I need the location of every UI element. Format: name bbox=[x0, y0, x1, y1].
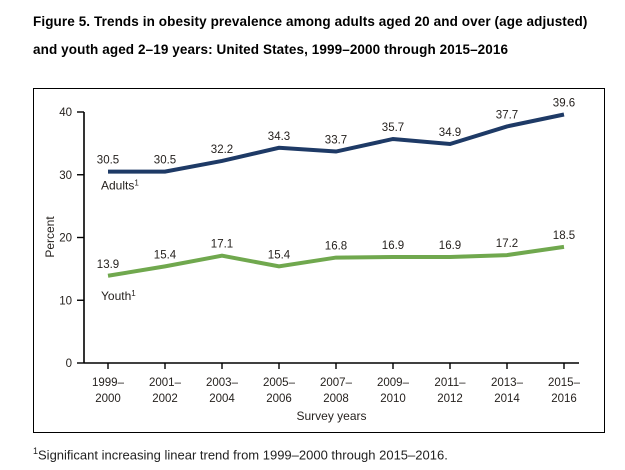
x-tick-label: 2002 bbox=[152, 393, 178, 405]
figure-5-chart: 0 10 20 30 40 1999– 2000 2001– 2002 2003– 2004 2005… bbox=[33, 88, 605, 433]
data-label: 15.4 bbox=[268, 249, 291, 261]
series-footnote-marker: 1 bbox=[131, 289, 136, 298]
x-tick-label: 2014 bbox=[494, 393, 520, 405]
figure-title: Figure 5. Trends in obesity prevalence a… bbox=[33, 14, 588, 57]
x-tick-label: 2016 bbox=[551, 393, 577, 405]
x-tick-label: 2001– bbox=[149, 377, 182, 389]
x-tick-label: 2003– bbox=[206, 377, 239, 389]
data-label: 35.7 bbox=[382, 122, 404, 134]
data-label: 32.2 bbox=[211, 144, 233, 156]
x-tick-label: 2013– bbox=[491, 377, 524, 389]
data-label: 16.9 bbox=[382, 240, 404, 252]
y-tick-label: 0 bbox=[66, 358, 72, 370]
y-tick-label: 20 bbox=[59, 233, 72, 245]
x-tick-label: 2005– bbox=[263, 377, 296, 389]
x-tick-label: 2004 bbox=[209, 393, 235, 405]
youth-line bbox=[107, 244, 565, 278]
data-label: 30.5 bbox=[97, 155, 119, 167]
data-label: 33.7 bbox=[325, 135, 347, 147]
x-tick-label: 2015– bbox=[548, 377, 581, 389]
x-tick-label: 2006 bbox=[266, 393, 292, 405]
data-label: 15.4 bbox=[154, 249, 177, 261]
data-label: 37.7 bbox=[496, 109, 518, 121]
x-tick-label: 2007– bbox=[320, 377, 353, 389]
x-tick-label: 2008 bbox=[323, 393, 349, 405]
data-label: 16.9 bbox=[439, 240, 461, 252]
x-tick-label: 2009– bbox=[377, 377, 410, 389]
data-label: 34.9 bbox=[439, 127, 461, 139]
y-axis-title: Percent bbox=[43, 216, 57, 258]
footnote-marker: 1 bbox=[33, 446, 39, 456]
line-chart: 0 10 20 30 40 1999– 2000 2001– 2002 2003– 2004 2005… bbox=[43, 98, 581, 423]
y-tick-label: 40 bbox=[59, 107, 72, 119]
footnote: 1Significant increasing linear trend fro… bbox=[33, 446, 448, 462]
x-tick-label: 2000 bbox=[95, 393, 121, 405]
data-label: 18.5 bbox=[553, 230, 575, 242]
data-label: 34.3 bbox=[268, 131, 290, 143]
data-label: 17.2 bbox=[496, 238, 518, 250]
series-footnote-marker: 1 bbox=[134, 179, 139, 188]
data-label: 13.9 bbox=[97, 259, 119, 271]
x-axis-title: Survey years bbox=[296, 409, 366, 423]
adults-line bbox=[108, 112, 565, 174]
y-tick-label: 10 bbox=[59, 295, 72, 307]
x-tick-label: 2012 bbox=[437, 393, 463, 405]
data-label: 17.1 bbox=[211, 239, 233, 251]
data-label: 30.5 bbox=[154, 155, 176, 167]
youth-series-label: Youth1 bbox=[101, 289, 136, 303]
x-tick-label: 2010 bbox=[380, 393, 406, 405]
x-tick-label: 1999– bbox=[92, 377, 125, 389]
footnote-text: Significant increasing linear trend from… bbox=[38, 447, 448, 463]
adults-series-label: Adults1 bbox=[101, 179, 139, 193]
data-label: 39.6 bbox=[553, 98, 575, 110]
y-tick-label: 30 bbox=[59, 170, 72, 182]
x-tick-label: 2011– bbox=[434, 377, 466, 389]
data-label: 16.8 bbox=[325, 241, 347, 253]
